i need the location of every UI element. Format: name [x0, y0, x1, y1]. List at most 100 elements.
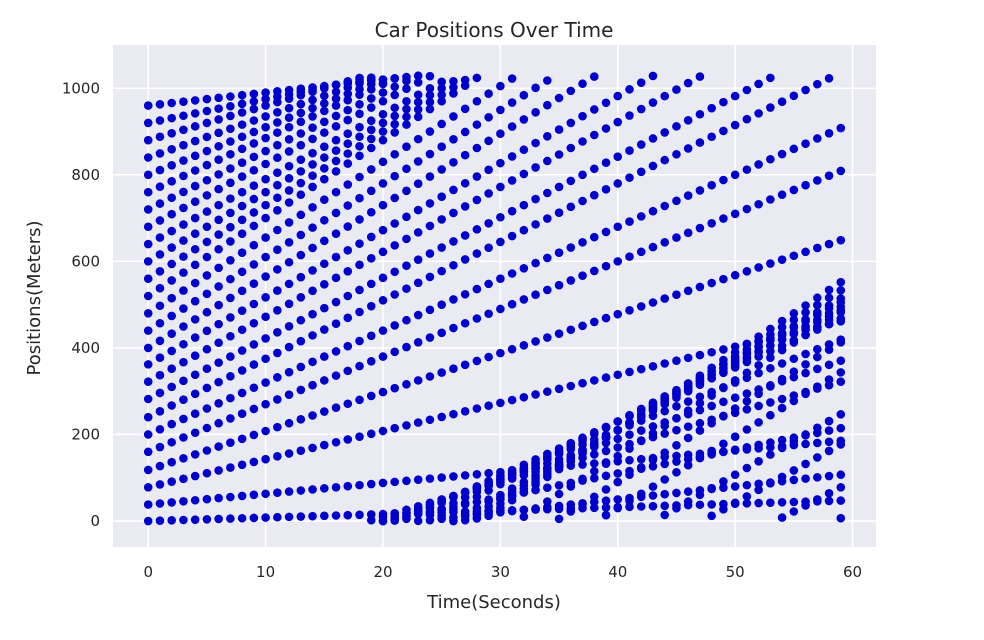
data-point: [261, 174, 270, 184]
data-point: [202, 515, 212, 524]
data-point: [261, 334, 270, 343]
data-point: [613, 222, 623, 232]
data-point: [249, 97, 259, 106]
data-point: [308, 160, 317, 169]
data-point: [425, 83, 435, 93]
data-point: [202, 132, 212, 142]
data-point: [836, 166, 846, 176]
data-point: [214, 263, 223, 273]
data-point: [742, 442, 752, 452]
data-point: [355, 151, 364, 161]
data-point: [754, 401, 763, 411]
data-point: [683, 116, 693, 125]
data-point: [766, 498, 775, 507]
data-point: [190, 96, 200, 105]
data-point: [261, 200, 270, 210]
data-point: [789, 466, 799, 475]
data-point: [319, 81, 329, 91]
data-point: [167, 128, 176, 138]
data-point: [613, 451, 623, 461]
data-point: [366, 116, 376, 126]
data-point: [179, 339, 188, 349]
data-point: [625, 502, 634, 512]
data-point: [836, 482, 846, 492]
data-point: [660, 429, 670, 438]
data-point: [589, 497, 599, 507]
data-point: [766, 478, 775, 487]
data-point: [625, 217, 634, 226]
data-point: [695, 418, 705, 428]
data-point: [237, 90, 247, 100]
data-point: [777, 403, 787, 413]
data-point: [402, 315, 411, 325]
data-point: [519, 341, 529, 350]
data-point: [472, 172, 482, 181]
data-point: [167, 457, 176, 467]
data-point: [484, 279, 493, 289]
data-point: [660, 395, 670, 405]
data-point: [589, 503, 599, 513]
data-point: [813, 243, 822, 253]
data-point: [766, 438, 775, 447]
data-point: [319, 99, 329, 108]
data-point: [226, 331, 235, 341]
data-point: [331, 297, 341, 307]
data-point: [167, 209, 176, 219]
data-point: [249, 430, 259, 440]
data-point: [284, 512, 294, 522]
data-point: [519, 264, 529, 273]
data-point: [437, 215, 446, 224]
data-point: [425, 372, 435, 381]
data-point: [425, 97, 435, 107]
data-point: [460, 202, 470, 211]
data-point: [789, 185, 799, 195]
data-point: [273, 373, 282, 382]
y-tick-label: 1000: [62, 79, 100, 97]
data-point: [402, 212, 411, 222]
data-point: [155, 407, 165, 416]
data-point: [601, 510, 611, 520]
data-point: [484, 481, 493, 490]
data-point: [202, 364, 212, 374]
data-point: [613, 469, 623, 478]
data-point: [437, 90, 446, 100]
data-point: [801, 431, 810, 440]
data-point: [554, 384, 564, 394]
data-point: [249, 318, 259, 328]
data-point: [507, 269, 517, 278]
data-point: [167, 161, 176, 170]
data-point: [402, 72, 411, 82]
data-point: [214, 300, 223, 310]
data-point: [496, 105, 505, 115]
data-point: [601, 124, 611, 133]
data-point: [813, 384, 822, 393]
data-point: [319, 106, 329, 116]
data-point: [179, 171, 188, 181]
data-point: [554, 125, 564, 134]
data-point: [413, 338, 423, 347]
data-point: [319, 376, 329, 385]
data-point: [167, 293, 176, 303]
data-point: [789, 497, 799, 507]
data-point: [343, 246, 353, 255]
data-point: [801, 349, 810, 359]
data-point: [249, 279, 259, 288]
data-point: [601, 373, 611, 382]
data-point: [543, 156, 552, 166]
data-point: [214, 128, 223, 138]
data-point: [789, 475, 799, 485]
data-point: [202, 289, 212, 299]
data-point: [813, 428, 822, 438]
data-point: [413, 97, 423, 107]
data-point: [660, 459, 670, 469]
data-point: [167, 516, 176, 525]
data-point: [237, 158, 247, 168]
data-point: [625, 305, 634, 315]
data-point: [319, 236, 329, 246]
data-point: [143, 360, 153, 369]
data-point: [472, 470, 482, 479]
data-point: [378, 127, 388, 136]
data-point: [331, 371, 341, 380]
data-point: [496, 348, 505, 358]
data-point: [190, 278, 200, 288]
